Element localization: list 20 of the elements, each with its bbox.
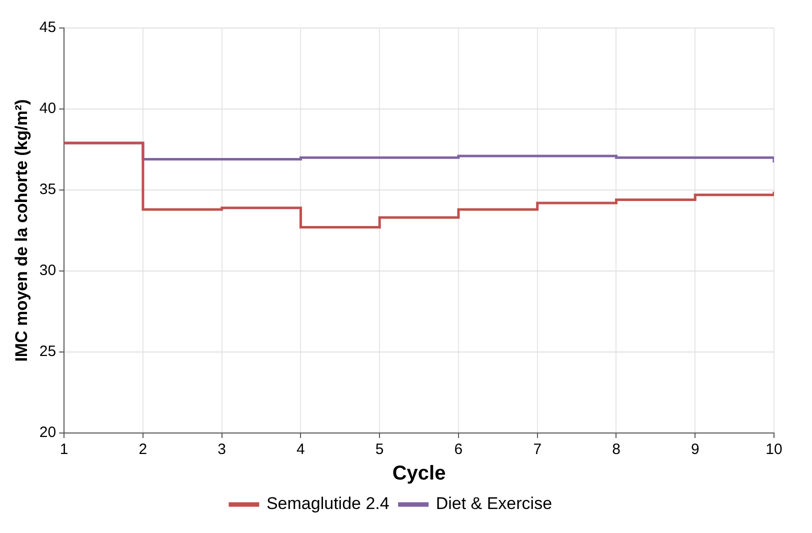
y-tick-label: 20 [39, 424, 56, 442]
y-tick-label: 45 [39, 19, 56, 36]
x-tick-label: 6 [454, 441, 463, 458]
x-tick-label: 9 [690, 441, 700, 458]
x-tick-label: 3 [218, 441, 226, 458]
legend-label: Diet & Exercise [436, 494, 552, 514]
x-tick-label: 1 [60, 441, 68, 458]
x-tick-label: 4 [296, 441, 305, 458]
y-tick-label: 35 [39, 181, 56, 198]
x-tick-label: 5 [375, 441, 384, 458]
y-axis-title: IMC moyen de la cohorte (kg/m²) [12, 99, 31, 362]
y-tick-label: 25 [39, 343, 56, 360]
legend-label: Semaglutide 2.4 [266, 494, 390, 514]
y-tick-label: 30 [39, 262, 56, 280]
x-tick-label: 2 [138, 441, 148, 458]
x-tick-label: 10 [766, 441, 782, 458]
x-tick-label: 7 [533, 441, 542, 458]
y-tick-label: 40 [39, 100, 56, 118]
x-axis-title: Cycle [392, 462, 446, 485]
x-tick-label: 8 [612, 441, 620, 458]
